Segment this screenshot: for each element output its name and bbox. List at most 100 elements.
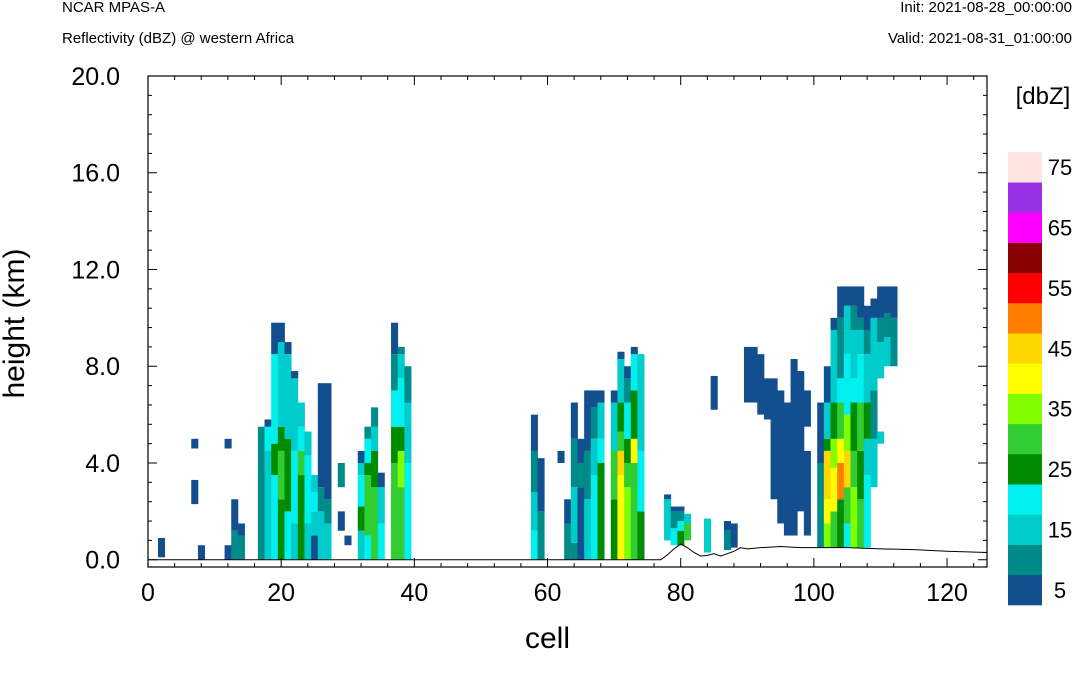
reflectivity-cell — [391, 322, 399, 355]
x-tick-label: 0 — [141, 579, 155, 607]
reflectivity-cell — [863, 402, 871, 439]
reflectivity-cell — [624, 402, 632, 439]
colorbar-label: 65 — [1048, 216, 1072, 241]
colorbar-label: 15 — [1048, 518, 1072, 543]
reflectivity-cell — [397, 426, 405, 451]
reflectivity-cell — [757, 354, 765, 415]
reflectivity-cell — [584, 450, 592, 500]
reflectivity-cell — [830, 317, 838, 330]
x-tick-label: 60 — [534, 579, 562, 607]
reflectivity-cell — [823, 366, 831, 403]
reflectivity-cell — [857, 317, 865, 330]
reflectivity-cell — [324, 523, 332, 560]
reflectivity-cell — [224, 545, 232, 560]
y-tick-label: 16.0 — [71, 160, 120, 188]
reflectivity-cell — [630, 346, 638, 355]
reflectivity-cell — [630, 354, 638, 391]
reflectivity-cell — [304, 431, 312, 456]
reflectivity-cell — [877, 317, 885, 343]
colorbar-swatch — [1008, 454, 1042, 485]
reflectivity-cell — [197, 545, 205, 560]
colorbar-swatch — [1008, 544, 1042, 576]
reflectivity-cell — [617, 402, 625, 432]
y-tick-label: 0.0 — [85, 547, 120, 575]
colorbar-label: 55 — [1048, 276, 1072, 301]
reflectivity-cell — [610, 499, 618, 560]
reflectivity-cell — [231, 499, 239, 531]
reflectivity-cell — [304, 523, 312, 560]
reflectivity-cell — [610, 402, 618, 451]
reflectivity-cell — [584, 402, 592, 451]
reflectivity-cell — [570, 402, 578, 439]
reflectivity-cell — [304, 455, 312, 524]
reflectivity-cell — [870, 390, 878, 439]
reflectivity-cell — [297, 475, 305, 560]
reflectivity-cell — [584, 390, 592, 403]
reflectivity-cell — [357, 462, 365, 476]
reflectivity-cell — [777, 390, 785, 524]
reflectivity-cell — [277, 450, 285, 500]
reflectivity-cell — [870, 317, 878, 391]
reflectivity-cell — [610, 390, 618, 403]
reflectivity-cell — [704, 518, 712, 553]
y-tick-label: 8.0 — [85, 353, 120, 381]
reflectivity-cell — [850, 329, 858, 379]
reflectivity-cell — [530, 414, 538, 451]
reflectivity-cells — [157, 286, 898, 560]
reflectivity-cell — [191, 438, 199, 449]
reflectivity-cell — [723, 530, 732, 551]
colorbar-label: 75 — [1048, 155, 1072, 180]
reflectivity-cell — [357, 475, 365, 507]
reflectivity-cell — [311, 475, 319, 493]
reflectivity-cell — [850, 286, 858, 306]
reflectivity-cell — [637, 354, 645, 451]
reflectivity-cell — [284, 342, 292, 355]
reflectivity-cell — [291, 523, 299, 560]
y-axis-title: height (km) — [0, 248, 31, 398]
reflectivity-cell — [391, 462, 399, 560]
colorbar-swatch — [1008, 393, 1042, 425]
reflectivity-cell — [537, 458, 545, 512]
reflectivity-cell — [817, 402, 825, 463]
reflectivity-cell — [590, 407, 598, 439]
reflectivity-cell — [617, 351, 625, 359]
reflectivity-cell — [404, 402, 412, 463]
reflectivity-cell — [284, 511, 292, 560]
reflectivity-cell — [557, 450, 565, 463]
reflectivity-cell — [890, 286, 898, 318]
reflectivity-cell — [743, 346, 752, 403]
reflectivity-cell — [391, 426, 399, 463]
reflectivity-cell — [837, 286, 845, 318]
reflectivity-cell — [823, 499, 831, 524]
reflectivity-cell — [624, 487, 632, 560]
reflectivity-cell — [863, 329, 871, 355]
reflectivity-cell — [624, 462, 632, 488]
reflectivity-cell — [617, 450, 625, 476]
reflectivity-cell — [391, 354, 399, 391]
model-title: NCAR MPAS-A — [62, 0, 166, 16]
reflectivity-cell — [670, 528, 678, 546]
reflectivity-cell — [271, 322, 279, 355]
reflectivity-cell — [677, 530, 685, 546]
reflectivity-cell — [291, 450, 299, 524]
reflectivity-cell — [877, 286, 885, 318]
reflectivity-cell — [257, 426, 265, 560]
reflectivity-cell — [664, 499, 672, 541]
terrain — [148, 543, 988, 561]
reflectivity-cell — [850, 378, 858, 403]
colorbar-swatch — [1008, 152, 1042, 183]
reflectivity-cell — [710, 375, 718, 410]
reflectivity-cell — [843, 305, 851, 355]
reflectivity-cell — [597, 438, 605, 463]
reflectivity-cell — [830, 402, 838, 439]
reflectivity-cell — [843, 487, 851, 524]
reflectivity-cell — [364, 462, 372, 476]
reflectivity-cell — [364, 438, 372, 463]
x-tick-label: 120 — [926, 579, 968, 607]
reflectivity-cell — [191, 479, 199, 505]
reflectivity-cell — [364, 475, 372, 536]
reflectivity-cell — [823, 438, 831, 451]
reflectivity-cell — [157, 537, 166, 558]
reflectivity-cell — [624, 366, 632, 379]
